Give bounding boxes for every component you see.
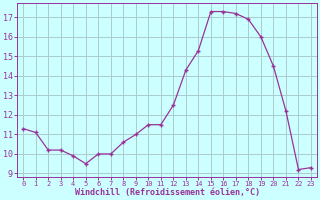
X-axis label: Windchill (Refroidissement éolien,°C): Windchill (Refroidissement éolien,°C) — [75, 188, 260, 197]
